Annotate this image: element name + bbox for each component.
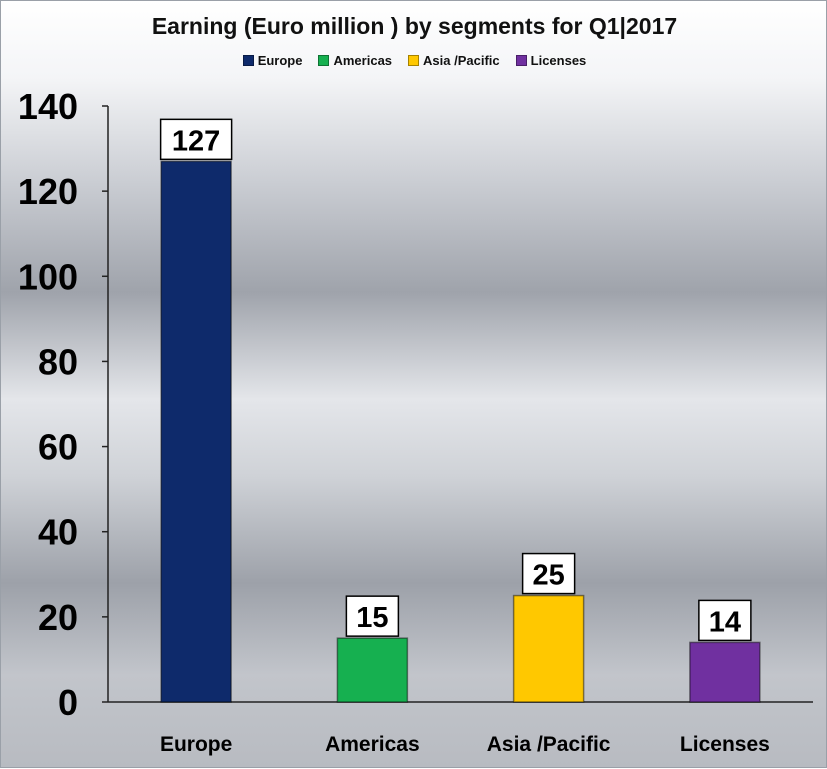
y-tick-label: 60 xyxy=(38,427,78,468)
legend-item-europe: Europe xyxy=(242,53,303,68)
x-tick-label: Licenses xyxy=(680,733,770,756)
x-tick-label: Europe xyxy=(160,733,232,756)
legend-item-licenses: Licenses xyxy=(515,53,587,68)
data-label-box xyxy=(345,595,400,637)
bar xyxy=(160,160,232,703)
legend-label-licenses: Licenses xyxy=(530,53,587,68)
y-tick-label: 80 xyxy=(38,341,78,382)
x-tick-label: Americas xyxy=(325,733,420,756)
data-label-box xyxy=(521,552,576,595)
y-tick-label: 140 xyxy=(18,86,78,127)
x-tick-label: Asia /Pacific xyxy=(487,733,611,756)
y-tick-label: 120 xyxy=(18,171,78,212)
legend-label-americas: Americas xyxy=(333,53,393,68)
data-label: 14 xyxy=(709,606,741,638)
y-tick-label: 0 xyxy=(58,682,78,723)
legend-swatch-licenses xyxy=(515,55,527,66)
bar xyxy=(512,594,585,703)
y-tick-label: 40 xyxy=(38,512,78,553)
bar xyxy=(689,641,761,703)
chart-legend: Europe Americas Asia /Pacific Licenses xyxy=(1,53,827,68)
y-tick-label: 20 xyxy=(38,597,78,638)
legend-swatch-asia-pacific xyxy=(408,55,420,66)
legend-item-asia-pacific: Asia /Pacific xyxy=(408,53,500,68)
y-tick-label: 100 xyxy=(18,256,78,297)
chart-title: Earning (Euro million ) by segments for … xyxy=(151,13,678,39)
bar xyxy=(336,637,409,703)
data-label-box xyxy=(159,118,233,161)
data-label: 15 xyxy=(356,602,388,634)
data-label: 25 xyxy=(532,560,564,592)
data-label: 127 xyxy=(172,125,220,157)
data-label-box xyxy=(698,599,752,642)
legend-swatch-americas xyxy=(318,55,330,66)
legend-swatch-europe xyxy=(242,55,254,66)
legend-item-americas: Americas xyxy=(318,53,392,68)
legend-label-asia-pacific: Asia /Pacific xyxy=(423,53,500,68)
legend-label-europe: Europe xyxy=(257,53,303,68)
